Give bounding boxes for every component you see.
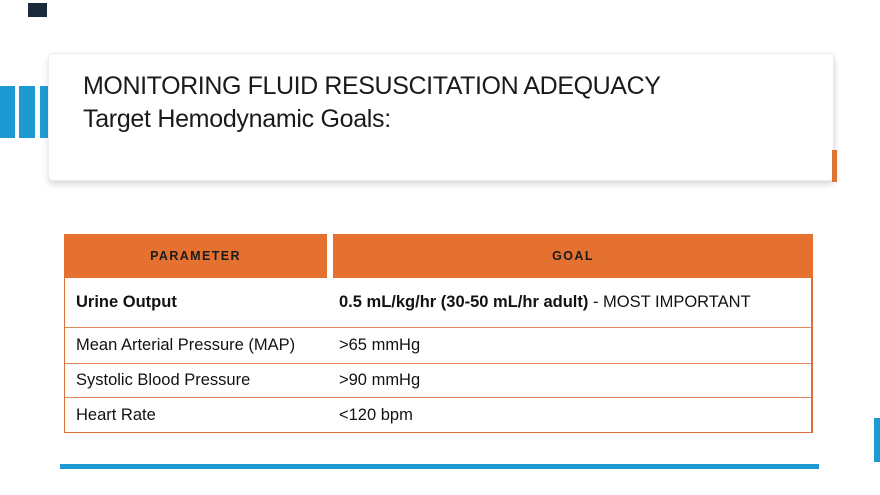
table-row-heart-rate: Heart Rate <120 bpm: [65, 398, 811, 432]
header-cell-parameter: PARAMETER: [64, 234, 327, 278]
goal-cell: 0.5 mL/kg/hr (30-50 mL/hr adult) - MOST …: [330, 293, 811, 312]
title-card-orange-accent: [832, 150, 837, 182]
hemodynamic-goals-table: PARAMETER GOAL Urine Output 0.5 mL/kg/hr…: [64, 234, 813, 433]
param-cell: Heart Rate: [76, 405, 156, 424]
goal-cell: <120 bpm: [339, 405, 413, 424]
goal-cell: >65 mmHg: [339, 336, 421, 354]
corner-accent-rect: [28, 3, 47, 17]
table-header-row: PARAMETER GOAL: [64, 234, 813, 278]
param-cell: Urine Output: [76, 293, 177, 311]
table-body: Urine Output 0.5 mL/kg/hr (30-50 mL/hr a…: [64, 278, 813, 433]
slide-title: MONITORING FLUID RESUSCITATION ADEQUACY: [83, 72, 661, 100]
header-cell-goal: GOAL: [333, 234, 813, 278]
header-divider-gap: [327, 234, 333, 278]
left-accent-bar-2: [19, 86, 35, 138]
param-cell: Mean Arterial Pressure (MAP): [76, 336, 296, 354]
param-cell: Systolic Blood Pressure: [76, 371, 251, 389]
goal-value-bold: 0.5 mL/kg/hr (30-50 mL/hr adult): [339, 293, 589, 311]
title-card: MONITORING FLUID RESUSCITATION ADEQUACY …: [48, 53, 834, 181]
goal-cell: >90 mmHg: [339, 371, 421, 389]
table-row-map: Mean Arterial Pressure (MAP) >65 mmHg: [65, 328, 811, 364]
table-row-urine-output: Urine Output 0.5 mL/kg/hr (30-50 mL/hr a…: [65, 278, 811, 328]
right-edge-accent-dash: [874, 418, 880, 462]
bottom-accent-rule: [60, 464, 819, 469]
goal-value-note: - MOST IMPORTANT: [588, 293, 751, 311]
slide-subtitle: Target Hemodynamic Goals:: [83, 105, 391, 133]
left-accent-bar-3: [40, 86, 48, 138]
left-accent-bar-1: [0, 86, 15, 138]
table-row-systolic-bp: Systolic Blood Pressure >90 mmHg: [65, 364, 811, 398]
